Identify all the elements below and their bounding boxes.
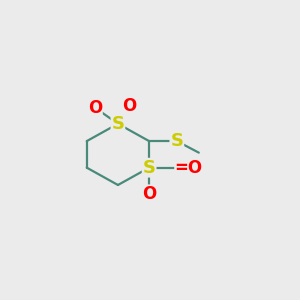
Text: O: O [122,98,136,116]
Text: O: O [142,185,156,203]
Text: O: O [88,99,102,117]
Text: S: S [142,159,156,177]
Text: S: S [170,132,183,150]
Text: S: S [111,115,124,133]
Text: =O: =O [175,159,203,177]
